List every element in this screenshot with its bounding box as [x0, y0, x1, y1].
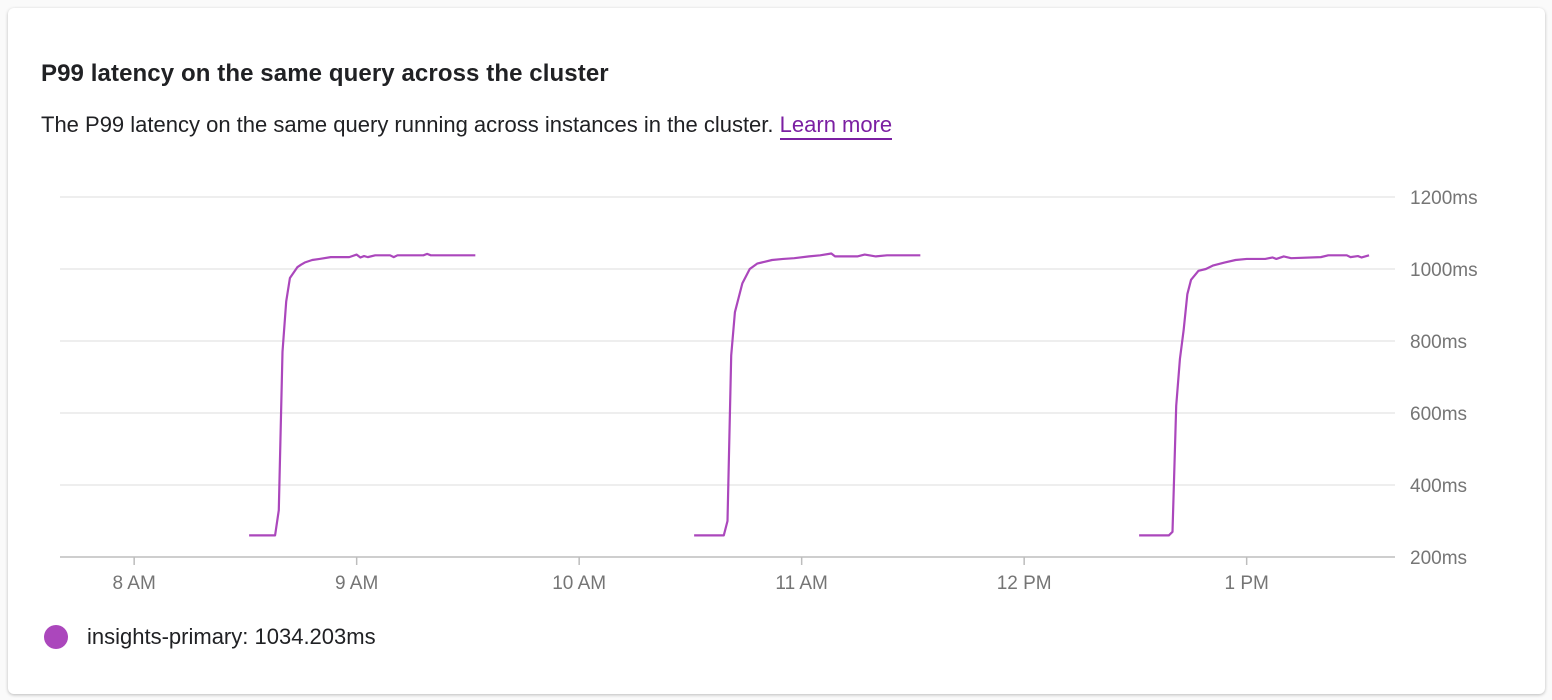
chart-description: The P99 latency on the same query runnin… — [41, 112, 893, 140]
x-tick-label: 10 AM — [552, 573, 606, 594]
legend: insights-primary: 1034.203ms — [44, 624, 376, 650]
legend-dot-icon — [44, 625, 68, 649]
series-line-segment — [249, 252, 476, 537]
legend-colon: : — [242, 624, 255, 649]
y-tick-label: 600ms — [1410, 404, 1467, 425]
y-tick-label: 400ms — [1410, 476, 1467, 497]
y-tick-label: 1200ms — [1410, 188, 1478, 209]
y-tick-label: 800ms — [1410, 332, 1467, 353]
chart-card: P99 latency on the same query across the… — [8, 8, 1545, 694]
series-line-segment — [1139, 254, 1370, 537]
y-tick-label: 200ms — [1410, 548, 1467, 569]
learn-more-link[interactable]: Learn more — [779, 112, 893, 140]
chart-title: P99 latency on the same query across the… — [41, 60, 609, 87]
series-line-segment — [694, 252, 921, 537]
x-tick-label: 8 AM — [113, 573, 156, 594]
description-text: The P99 latency on the same query runnin… — [41, 112, 774, 137]
x-tick-label: 11 AM — [775, 573, 827, 594]
y-tick-label: 1000ms — [1410, 260, 1478, 281]
x-tick-label: 9 AM — [335, 573, 378, 594]
x-tick-label: 12 PM — [997, 573, 1052, 594]
legend-series-name: insights-primary — [87, 624, 243, 649]
x-tick-label: 1 PM — [1224, 573, 1268, 594]
legend-series-value: 1034.203ms — [254, 624, 376, 649]
